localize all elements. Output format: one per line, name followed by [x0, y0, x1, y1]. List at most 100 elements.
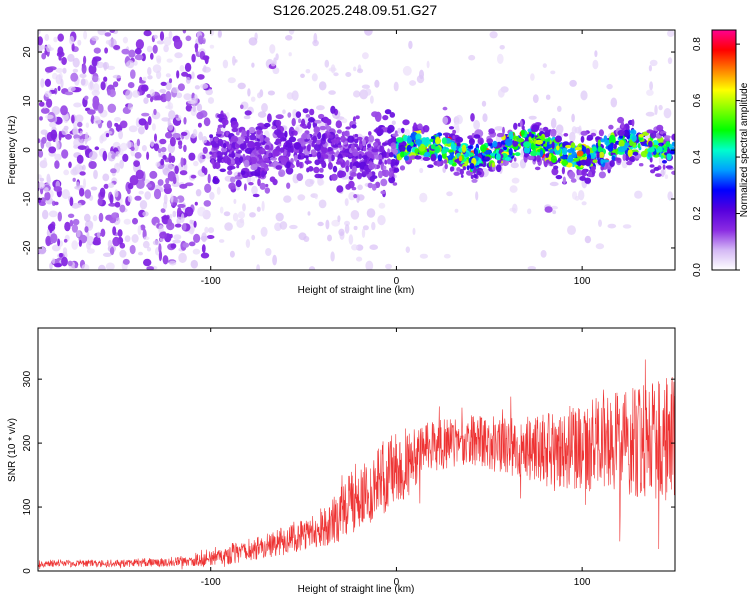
spectrogram-cell — [93, 117, 102, 125]
spectrogram-cell — [199, 153, 203, 164]
spectrogram-cell — [93, 83, 100, 93]
x-tick-label: -100 — [201, 577, 221, 588]
spectrogram-cell — [146, 151, 150, 160]
spectrogram-cell — [444, 148, 449, 153]
spectrogram-cell — [196, 74, 205, 80]
spectrogram-cell — [166, 58, 173, 63]
spectrogram-cell — [569, 131, 576, 143]
spectrogram-cell — [631, 134, 637, 142]
spectrogram-cell — [376, 128, 384, 136]
spectrogram-cell — [233, 198, 237, 204]
spectrogram-cell — [368, 162, 375, 170]
spectrogram-cell — [153, 143, 160, 152]
spectrogram-cell — [198, 131, 203, 141]
spectrogram-cell — [306, 144, 311, 152]
spectrogram-cell — [185, 35, 192, 42]
spectrogram-cell — [380, 190, 386, 195]
spectrogram-cell — [62, 67, 67, 74]
spectrogram-cell — [72, 121, 79, 128]
spectrogram-cell — [595, 136, 601, 141]
spectrogram-cell — [239, 218, 245, 224]
spectrogram-cell — [371, 221, 376, 231]
spectrogram-cell — [232, 55, 236, 66]
spectrogram-cell — [153, 108, 157, 116]
spectrogram-cell — [264, 157, 270, 161]
spectrogram-cell — [61, 149, 69, 159]
spectrogram-cell — [160, 81, 167, 86]
spectrogram-cell — [480, 144, 487, 153]
spectrogram-cell — [229, 250, 235, 258]
spectrogram-cell — [44, 191, 51, 201]
spectrogram-cell — [327, 162, 333, 170]
spectrogram-cell — [184, 62, 192, 72]
spectrogram-cell — [150, 96, 154, 103]
spectrogram-cell — [608, 124, 614, 130]
spectrogram-cell — [74, 114, 84, 123]
spectrogram-cell — [414, 148, 420, 154]
spectrogram-cell — [455, 136, 464, 143]
spectrogram-cell — [314, 119, 322, 124]
spectrogram-cell — [154, 95, 164, 101]
spectrogram-cell — [654, 104, 658, 116]
spectrogram-cell — [138, 190, 144, 195]
spectrogram-cell — [259, 182, 266, 190]
spectrogram-cell — [268, 152, 272, 158]
spectrogram-cell — [49, 122, 57, 128]
spectrogram-cell — [269, 176, 276, 183]
spectrogram-cell — [296, 159, 300, 168]
spectrogram-cell — [651, 140, 659, 147]
spectrogram-cell — [357, 184, 363, 191]
spectrogram-cell — [44, 187, 49, 193]
spectrogram-cell — [72, 126, 78, 136]
spectrogram-cell — [129, 175, 139, 186]
spectrogram-cell — [125, 89, 133, 100]
spectrogram-cell — [597, 146, 603, 153]
spectrogram-cell — [203, 117, 211, 127]
spectrogram-cell — [79, 171, 86, 176]
spectrogram-cell — [100, 81, 106, 91]
spectrogram-cell — [205, 88, 213, 96]
spectrogram-cell — [58, 55, 62, 61]
spectrogram-cell — [160, 208, 166, 214]
spectrogram-cell — [57, 33, 64, 42]
spectrogram-cell — [328, 151, 335, 155]
spectrogram-cell — [285, 35, 293, 41]
spectrogram-cell — [217, 155, 222, 164]
spectrogram-cell — [563, 133, 569, 137]
spectrogram-cell — [57, 85, 61, 92]
spectrogram-cell — [402, 119, 410, 126]
spectrogram-cell — [584, 235, 592, 244]
spectrogram-cell — [119, 249, 127, 258]
spectrogram-cell — [318, 113, 325, 120]
spectrogram-cell — [355, 115, 360, 120]
spectrogram-cell — [492, 140, 498, 148]
spectrogram-cell — [531, 124, 540, 133]
spectrogram-cell — [173, 234, 182, 241]
spectrogram-cell — [127, 102, 133, 110]
spectrogram-cell — [566, 148, 575, 153]
spectrogram-cell — [222, 142, 227, 149]
spectrogram-cell — [513, 157, 517, 162]
spectrogram-cell — [51, 200, 56, 206]
spectrogram-cell — [72, 177, 76, 182]
spectrogram-cell — [328, 90, 336, 95]
spectrogram-cell — [50, 233, 58, 244]
spectrogram-cell — [371, 111, 379, 118]
spectrogram-cell — [648, 148, 655, 153]
spectrogram-cell — [180, 213, 185, 223]
spectrogram-cell — [275, 53, 279, 61]
spectrogram-cell — [49, 223, 53, 234]
spectrogram-cell — [488, 128, 495, 134]
spectrogram-cell — [510, 162, 519, 169]
spectrogram-cell — [146, 266, 155, 270]
spectrogram-cell — [237, 211, 246, 219]
spectrogram-cell — [84, 95, 89, 101]
spectrogram-cell — [209, 191, 215, 200]
spectrogram-cell — [75, 181, 80, 189]
spectrogram-cell — [182, 242, 190, 248]
spectrogram-cell — [626, 160, 633, 166]
spectrogram-cell — [646, 89, 654, 96]
spectrogram-cell — [198, 35, 204, 44]
spectrogram-cell — [344, 224, 350, 234]
spectrogram-cell — [611, 155, 616, 161]
